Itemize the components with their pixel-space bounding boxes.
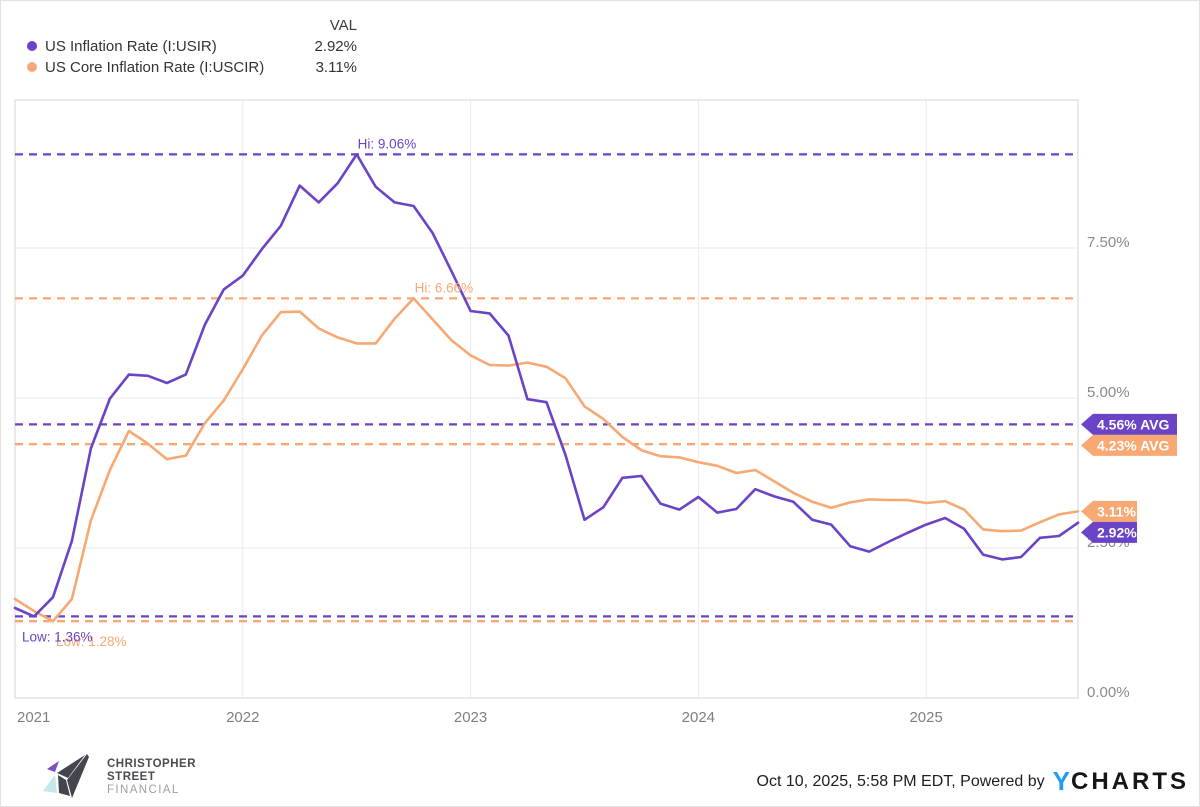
ycharts-logo: Y CHARTS <box>1053 766 1189 797</box>
series-line-1 <box>13 297 1080 623</box>
footer-brand: CHRISTOPHER STREET FINANCIAL <box>41 752 196 802</box>
legend-item-uscir-value: 3.11% <box>315 59 357 76</box>
hi-annotation-series-1: Hi: 6.66% <box>415 280 474 295</box>
inflation-line-chart: 2021 2022 2023 2024 2025 Hi: 6.66% Low: 1.28% H… <box>13 99 1177 726</box>
brand-line-3: FINANCIAL <box>107 783 180 796</box>
y-tick-0.00%: 0.00% <box>1087 684 1130 701</box>
x-tick-2022: 2022 <box>226 709 259 726</box>
christopher-street-financial-logo <box>43 754 89 798</box>
legend-item-uscir-label: US Core Inflation Rate (I:USCIR) <box>45 59 265 76</box>
hi-annotation-series-0: Hi: 9.06% <box>358 136 417 151</box>
avg-badge-label: 4.56% AVG <box>1097 416 1169 432</box>
uscir-series-dot <box>27 62 37 72</box>
last-badge-label: 2.92% <box>1097 524 1137 540</box>
x-tick-2021: 2021 <box>17 709 50 726</box>
avg-badge <box>1081 413 1177 435</box>
avg-badge <box>1081 434 1177 456</box>
plot-border <box>14 99 1079 699</box>
legend-item-usir-label: US Inflation Rate (I:USIR) <box>45 38 217 55</box>
series-line-0 <box>13 153 1080 618</box>
legend-item-usir-value: 2.92% <box>314 38 357 55</box>
x-tick-2024: 2024 <box>682 709 715 726</box>
last-badge <box>1081 521 1137 543</box>
ycharts-logo-y: Y <box>1052 766 1071 796</box>
avg-badge-label: 4.23% AVG <box>1097 437 1169 453</box>
low-annotation-series-0: Low: 1.36% <box>22 629 93 644</box>
timestamp: Oct 10, 2025, 5:58 PM EDT <box>756 772 952 790</box>
x-tick-2023: 2023 <box>454 709 487 726</box>
low-annotation-series-1: Low: 1.28% <box>56 634 127 649</box>
last-badge-label: 3.11% <box>1097 503 1136 519</box>
usir-series-dot <box>27 41 37 51</box>
powered-by-label: Powered by <box>960 772 1045 790</box>
y-tick-5.00%: 5.00% <box>1087 384 1130 401</box>
brand-line-1: CHRISTOPHER <box>107 757 196 770</box>
last-badge <box>1081 500 1137 522</box>
legend: VAL US Inflation Rate (I:USIR) 2.92% US … <box>17 15 357 78</box>
x-tick-2025: 2025 <box>909 709 942 726</box>
legend-val-header: VAL <box>329 17 357 34</box>
brand-line-2: STREET <box>107 770 156 783</box>
ycharts-logo-charts: CHARTS <box>1071 767 1189 795</box>
y-tick-7.50%: 7.50% <box>1087 234 1130 251</box>
